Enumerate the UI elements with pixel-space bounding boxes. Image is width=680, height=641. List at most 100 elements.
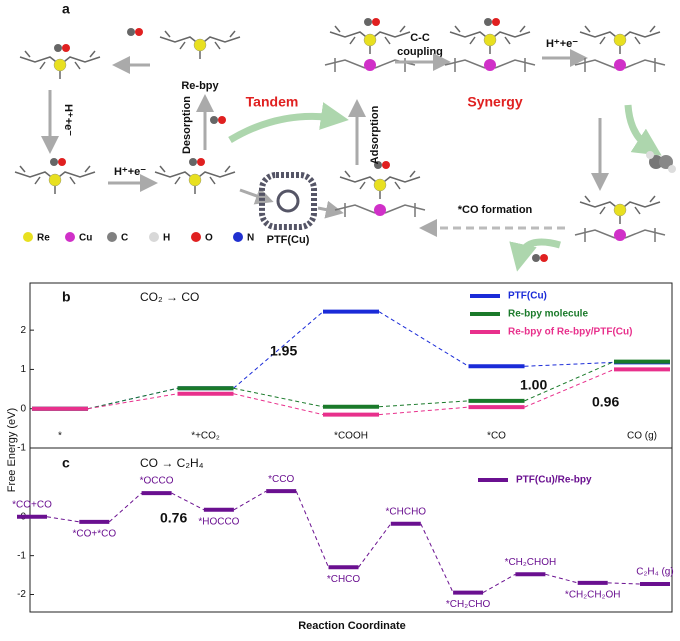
label: *CO formation bbox=[458, 204, 533, 216]
connector bbox=[233, 387, 324, 408]
label: Desorption bbox=[181, 96, 193, 154]
molecule bbox=[445, 18, 535, 72]
connector bbox=[233, 490, 267, 511]
level-label: *CH₂CHO bbox=[446, 599, 491, 610]
level-label: *CO+CO bbox=[12, 499, 52, 510]
y-tick-label: -1 bbox=[17, 443, 26, 454]
molecule bbox=[19, 44, 101, 80]
label: H⁺+e⁻ bbox=[62, 104, 74, 136]
legend-label: Re bbox=[37, 233, 50, 244]
legend-label: N bbox=[247, 233, 254, 244]
ptf-icon bbox=[259, 172, 317, 230]
panel-label: b bbox=[62, 289, 71, 305]
label: coupling bbox=[397, 46, 443, 58]
annotation: 1.00 bbox=[520, 377, 547, 393]
y-tick-label: 1 bbox=[20, 364, 26, 375]
y-tick-label: 2 bbox=[20, 325, 26, 336]
label: Re-bpy bbox=[181, 80, 219, 92]
level-label: *CHCO bbox=[327, 574, 361, 585]
molecule bbox=[154, 158, 236, 195]
x-tick-label: CO (g) bbox=[627, 431, 657, 442]
arrow bbox=[228, 102, 349, 144]
connector bbox=[171, 492, 205, 511]
y-tick-label: 0 bbox=[20, 403, 26, 414]
legend-label: Cu bbox=[79, 233, 92, 244]
legend-swatch bbox=[233, 232, 243, 242]
annotation: 1.95 bbox=[270, 343, 297, 359]
schematic: a Re-bpy Desorption H⁺+e⁻ H⁺+e⁻ Tandem P… bbox=[14, 1, 676, 272]
connector bbox=[295, 490, 329, 568]
label: PTF(Cu) bbox=[267, 234, 310, 246]
legend-swatch bbox=[65, 232, 75, 242]
connector bbox=[46, 516, 80, 523]
connector bbox=[358, 523, 392, 568]
connector bbox=[607, 582, 641, 585]
connector bbox=[233, 311, 324, 389]
legend-label: PTF(Cu) bbox=[508, 291, 547, 302]
connector bbox=[482, 573, 516, 594]
label: C-C bbox=[410, 32, 430, 44]
annotation: 0.76 bbox=[160, 510, 187, 526]
plot-frame bbox=[29, 447, 673, 613]
legend-swatch bbox=[23, 232, 33, 242]
x-tick-label: *COOH bbox=[334, 431, 368, 442]
label: H⁺+e⁻ bbox=[114, 166, 146, 178]
chart-title: CO₂ → CO bbox=[140, 290, 199, 304]
annotation: 0.96 bbox=[592, 394, 619, 410]
level-label: *CCO bbox=[268, 474, 294, 485]
legend-label: Re-bpy molecule bbox=[508, 309, 588, 320]
charts: Free Energy (eV) Reaction Coordinate bbox=[6, 408, 406, 632]
arrow bbox=[509, 238, 561, 272]
connector bbox=[87, 387, 178, 410]
connector bbox=[378, 406, 469, 416]
connector bbox=[108, 492, 142, 523]
level-label: C₂H₄ (g) bbox=[636, 567, 673, 578]
connector bbox=[233, 393, 324, 416]
molecule bbox=[159, 30, 241, 60]
panel-label: c bbox=[62, 455, 70, 471]
molecule bbox=[575, 196, 665, 242]
level-label: *CH₂CH₂OH bbox=[565, 589, 621, 600]
molecule bbox=[14, 158, 96, 195]
legend-swatch bbox=[107, 232, 117, 242]
connector bbox=[524, 368, 615, 408]
arrow bbox=[317, 200, 344, 219]
x-tick-label: * bbox=[58, 431, 62, 442]
legend-label: PTF(Cu)/Re-bpy bbox=[516, 475, 592, 486]
level-label: *CO+*CO bbox=[72, 528, 116, 539]
co-icon bbox=[532, 254, 548, 262]
legend-swatch bbox=[191, 232, 201, 242]
connector bbox=[545, 573, 578, 584]
label: Adsorption bbox=[369, 105, 381, 164]
level-label: *OCCO bbox=[140, 476, 174, 487]
label: Tandem bbox=[246, 94, 299, 110]
legend-swatch bbox=[149, 232, 159, 242]
x-axis-label: Reaction Coordinate bbox=[298, 620, 406, 632]
connector bbox=[87, 393, 178, 410]
level-label: *CHCHO bbox=[386, 506, 427, 517]
level-label: *CH₂CHOH bbox=[505, 557, 557, 568]
legend-label: C bbox=[121, 233, 128, 244]
legend: Re Cu C H O N bbox=[23, 232, 254, 244]
connector bbox=[524, 361, 615, 402]
y-tick-label: -1 bbox=[17, 550, 26, 561]
co-icon bbox=[127, 28, 143, 36]
connector bbox=[378, 400, 469, 408]
label: Synergy bbox=[467, 94, 522, 110]
level-label: *HOCCO bbox=[198, 516, 239, 527]
y-axis-label: Free Energy (eV) bbox=[6, 408, 18, 492]
chart-title: CO → C₂H₄ bbox=[140, 456, 204, 470]
label: H⁺+e⁻ bbox=[546, 38, 578, 50]
legend-label: H bbox=[163, 233, 170, 244]
legend-label: Re-bpy of Re-bpy/PTF(Cu) bbox=[508, 327, 632, 338]
connector bbox=[378, 311, 469, 367]
arrow bbox=[624, 104, 662, 156]
x-tick-label: *CO bbox=[487, 431, 506, 442]
molecule bbox=[575, 26, 665, 72]
connector bbox=[420, 523, 454, 593]
panel-label: a bbox=[62, 1, 70, 17]
co-icon bbox=[210, 116, 226, 124]
molecule bbox=[335, 161, 425, 217]
legend-label: O bbox=[205, 233, 213, 244]
